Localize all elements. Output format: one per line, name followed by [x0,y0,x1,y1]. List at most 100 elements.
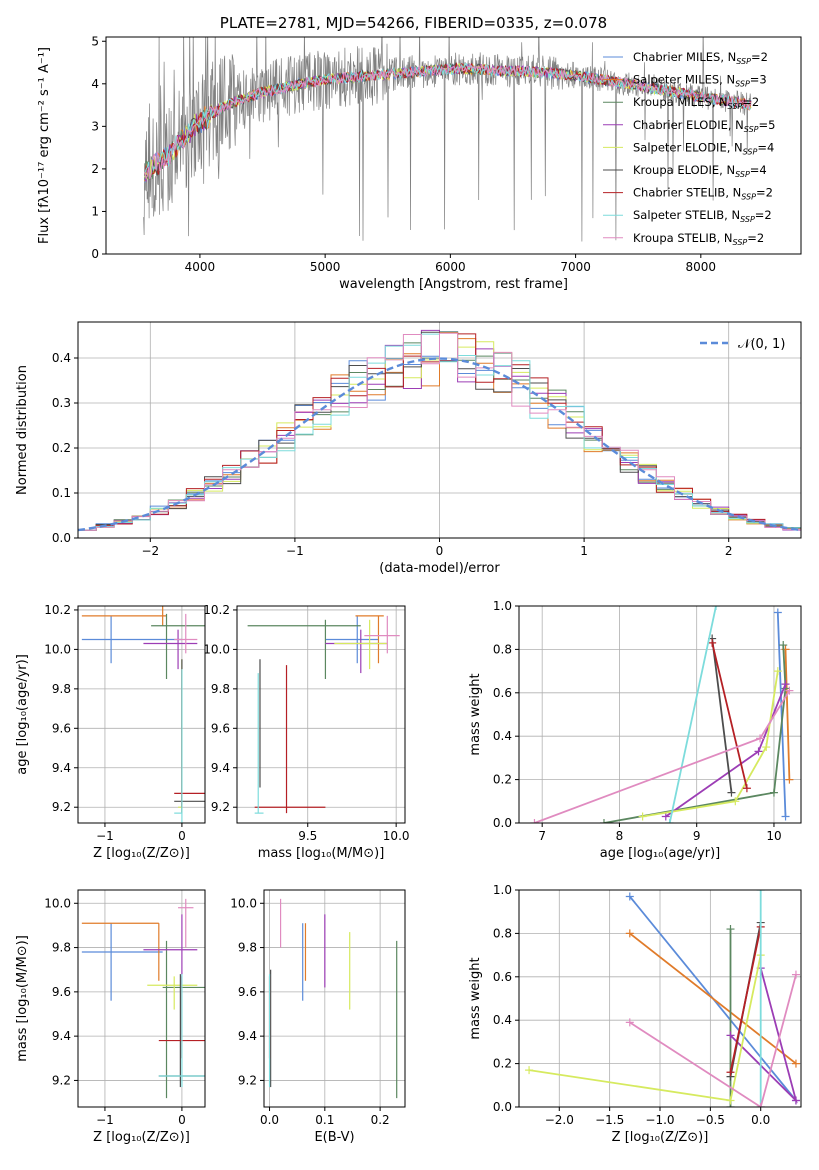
weight-point-marker [625,892,634,901]
y-axis-label: Normed distribution [15,365,30,495]
x-tick-label: 7 [538,829,546,843]
weight-point-marker [661,812,670,821]
x-tick-label: 8000 [686,260,717,274]
legend-label: Chabrier STELIB, NSSP=2 [633,186,773,202]
legend-subscript: SSP [736,57,751,66]
x-tick-label: −2.0 [545,1113,574,1127]
chart-age-vs-Z: −1 0 9.2 9.4 9.6 9.8 10.0 10.2 Z [log₁₀(Z/Z⊙)] ag… [15,603,206,861]
weight-point-marker [762,743,771,752]
y-tick-label: 10.0 [230,896,257,910]
y-tick-label: 1 [91,204,99,218]
y-axis-label: age [log₁₀(age/yr)] [15,654,30,775]
x-tick-label: 0 [178,829,186,843]
errorbar-point [247,619,361,679]
y-tick-label: 0.2 [52,441,71,455]
y-tick-label: 10.0 [44,896,71,910]
weight-series-line-7 [729,926,762,1073]
y-tick-label: 9.2 [211,800,230,814]
errorbar-point [147,976,198,1010]
weight-point-marker [791,1096,800,1105]
y-tick-label: 0 [91,247,99,261]
legend-value: =3 [750,73,767,87]
legend-subscript: SSP [735,170,750,179]
x-tick-label: 7000 [560,260,591,274]
x-tick-label: −1 [96,829,114,843]
y-tick-label: 9.6 [238,985,257,999]
x-tick-label: 4000 [185,260,216,274]
weight-series-line-1 [776,612,787,817]
x-tick-label: 0.0 [260,1113,279,1127]
weight-point-marker [525,1066,534,1075]
weight-point-marker [530,819,539,823]
x-tick-label: 10.0 [383,829,410,843]
legend-value: =2 [742,95,759,109]
axes-frame [105,36,802,255]
chart-title: PLATE=2781, MJD=54266, FIBERID=0335, z=0… [220,14,607,32]
legend-subscript: SSP [733,238,748,247]
legend-subscript: SSP [740,215,755,224]
weight-series-line-5 [642,670,779,818]
errorbar-point [151,613,205,679]
weight-point-marker [779,641,788,650]
y-tick-label: 9.2 [52,1073,71,1087]
legend-label: Salpeter STELIB, NSSP=2 [633,208,772,224]
x-axis-label: Z [log₁₀(Z/Z⊙)] [93,846,190,861]
plot-area [81,898,205,1099]
errorbar-point [325,615,379,664]
y-tick-label: 10.2 [44,603,71,617]
x-tick-label: 2 [725,544,733,558]
normal-curve [78,357,801,532]
x-tick-label: 0 [178,1113,186,1127]
y-tick-label: 9.4 [238,1029,257,1043]
legend-label: Salpeter ELODIE, NSSP=4 [633,140,774,156]
y-tick-label: 10.2 [203,603,230,617]
x-axis-label: (data-model)/error [379,561,500,576]
x-tick-label: 0 [436,544,444,558]
weight-point-marker [791,1059,800,1068]
x-tick-label: −1 [286,544,304,558]
legend-value: =2 [755,208,772,222]
axes-frame [263,889,406,1108]
weight-point-marker [773,667,782,676]
chart-massweight-vs-Z: −2.0 −1.5 −1.0 −0.5 0.0 0.0 0.2 0.4 0.6 0.8 1.0 Z [… [468,883,802,1145]
errorbar-point [364,615,400,654]
chart-residuals: −2 −1 0 1 2 0.0 0.1 0.2 0.3 0.4 (data-model)/error… [15,321,802,576]
weight-point-marker [726,1096,735,1105]
errorbar-point [81,923,163,1001]
axes-frame [77,889,206,1108]
y-tick-label: 9.6 [52,721,71,735]
weight-point-marker [791,970,800,979]
legend-subscript: SSP [743,147,758,156]
x-tick-label: −1.0 [645,1113,674,1127]
errorbar-point [143,914,198,988]
legend: Chabrier MILES, NSSP=2 Salpeter MILES, NS… [603,50,775,247]
errorbar-point [143,629,198,670]
errorbar-point [81,606,167,626]
errorbar-point [254,665,326,814]
weight-point-marker [727,788,736,797]
weight-series-line-2 [784,649,791,780]
weight-point-marker [756,1103,765,1107]
errorbar-point [174,669,205,808]
y-tick-label: 4 [91,77,99,91]
y-axis-label: Flux [fλ10⁻¹⁷ erg cm⁻² s⁻¹ A⁻¹] [37,47,52,244]
weight-point-marker [599,819,608,823]
weight-point-marker [712,606,721,610]
legend-subscript: SSP [744,125,759,134]
plot-area [247,615,400,814]
plot-area [525,890,800,1107]
x-tick-label: −2 [141,544,159,558]
y-tick-label: 2 [91,162,99,176]
legend-subscript: SSP [741,193,756,202]
y-tick-label: 1.0 [493,883,512,897]
y-tick-label: 1.0 [493,599,512,613]
y-tick-label: 0.6 [493,970,512,984]
y-tick-label: 0.0 [493,1100,512,1114]
errorbar-point [81,615,182,664]
y-tick-label: 9.6 [211,721,230,735]
weight-point-marker [708,638,717,647]
histogram-series-9 [78,332,801,531]
weight-point-marker [742,784,751,793]
y-tick-label: 0.2 [493,1057,512,1071]
weight-series-line-6 [711,638,733,793]
